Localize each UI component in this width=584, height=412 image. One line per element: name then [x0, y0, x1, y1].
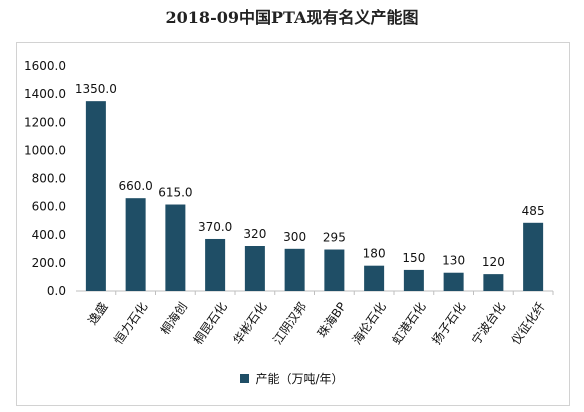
- x-category-label: 仪征化纤: [509, 300, 548, 347]
- bar: [443, 272, 464, 291]
- x-category-label: 海伦石化: [349, 299, 389, 347]
- bar: [324, 249, 345, 291]
- x-category-label: 宁波台化: [468, 299, 508, 347]
- legend: 产能（万吨/年）: [0, 370, 584, 387]
- chart-title: 2018-09中国PTA现有名义产能图: [165, 8, 419, 27]
- bar-value-label: 180: [363, 247, 386, 261]
- x-category-label: 珠海BP: [314, 299, 349, 340]
- bar-value-label: 1350.0: [75, 82, 117, 96]
- bar-value-label: 660.0: [118, 179, 152, 193]
- bar: [284, 248, 305, 291]
- bar-value-label: 370.0: [198, 220, 232, 234]
- bar: [364, 265, 385, 291]
- x-category-label: 恒力石化: [111, 300, 150, 347]
- plot-area-border: [16, 42, 570, 406]
- y-tick-label: 400.0: [32, 228, 66, 242]
- bar-value-label: 130: [442, 254, 465, 268]
- x-category-label: 逸盛: [84, 299, 110, 327]
- bar-value-label: 485: [522, 204, 545, 218]
- bar-value-label: 615.0: [158, 186, 192, 200]
- bar: [125, 198, 146, 291]
- y-tick-label: 600.0: [32, 200, 66, 214]
- bar-value-label: 120: [482, 255, 505, 269]
- y-tick-label: 1400.0: [24, 87, 66, 101]
- y-tick-label: 1600.0: [24, 59, 66, 73]
- legend-label: 产能（万吨/年）: [255, 372, 344, 386]
- x-category-label: 江阴汉邦: [270, 300, 309, 347]
- y-tick-label: 0.0: [47, 284, 66, 298]
- bar-value-label: 150: [402, 251, 425, 265]
- bar: [165, 204, 186, 291]
- y-tick-label: 200.0: [32, 256, 66, 270]
- x-category-label: 华彬石化: [231, 300, 270, 347]
- x-category-label: 虹港石化: [390, 300, 429, 347]
- bar-value-label: 320: [243, 227, 266, 241]
- bar-value-label: 295: [323, 231, 346, 245]
- x-category-label: 扬子石化: [428, 299, 468, 347]
- y-tick-label: 1000.0: [24, 143, 66, 157]
- bar: [85, 101, 106, 291]
- bar: [523, 222, 544, 291]
- x-category-label: 桐昆石化: [191, 300, 230, 347]
- bar: [403, 269, 424, 291]
- bar: [205, 238, 226, 291]
- bar-value-label: 300: [283, 230, 306, 244]
- y-tick-label: 800.0: [32, 172, 66, 186]
- bar: [244, 246, 265, 291]
- x-category-label: 桐海创: [157, 299, 190, 337]
- legend-swatch: [240, 374, 250, 383]
- y-tick-label: 1200.0: [24, 115, 66, 129]
- bar: [483, 274, 504, 291]
